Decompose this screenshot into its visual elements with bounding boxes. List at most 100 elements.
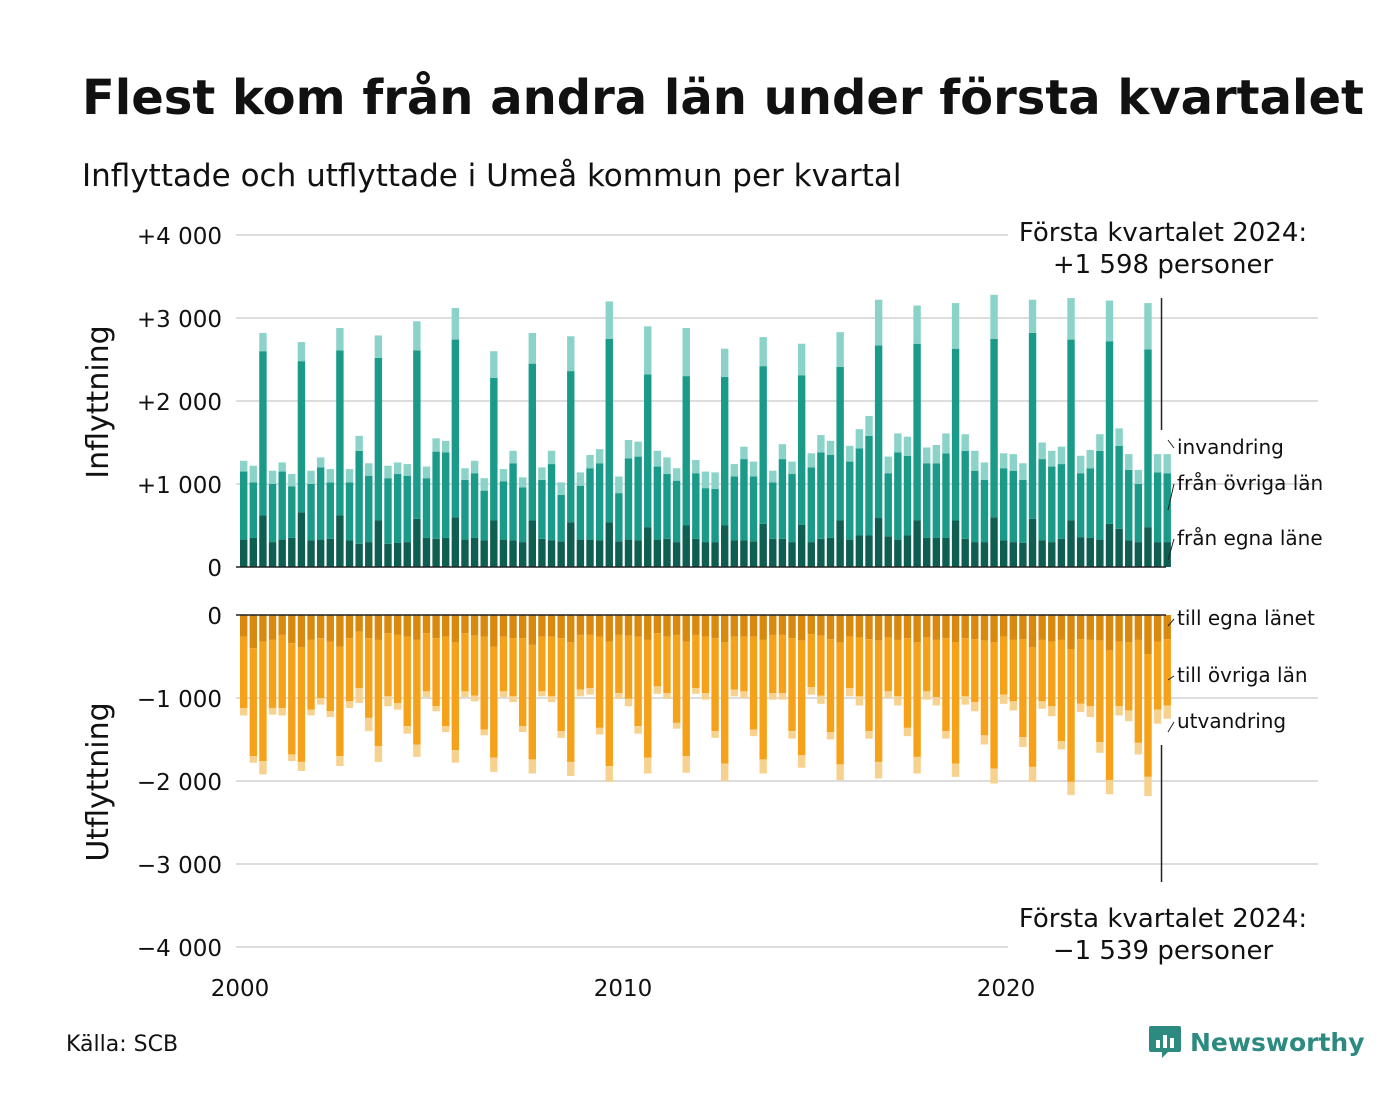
bar-inflow-2 [403,464,411,476]
bar-outflow-0 [624,615,633,636]
bar-outflow-1 [365,638,373,718]
bar-inflow-2 [1019,463,1027,480]
bar-inflow-2 [903,436,912,456]
bar-outflow-1 [624,635,633,699]
bar-inflow-2 [826,440,835,455]
bar-outflow-0 [576,615,585,635]
bar-inflow-0 [1009,542,1017,567]
bar-inflow-1 [740,459,748,541]
bar-inflow-1 [384,478,392,544]
bar-inflow-1 [316,467,325,540]
bar-outflow-1 [345,638,354,702]
bar-inflow-0 [971,542,979,567]
bar-outflow-1 [490,646,498,758]
y-tick-label: −2 000 [137,770,222,796]
bar-outflow-1 [499,636,508,692]
bar-outflow-0 [663,615,671,637]
bar-inflow-0 [990,517,998,567]
bar-outflow-0 [528,615,536,645]
bar-inflow-0 [509,540,517,567]
bar-outflow-0 [1105,615,1114,651]
chart-title: Flest kom från andra län under första kv… [82,70,1364,126]
bar-inflow-1 [1105,341,1114,524]
bar-inflow-1 [894,452,902,540]
bar-inflow-0 [894,539,902,567]
bar-outflow-2 [432,706,440,712]
bar-outflow-0 [259,615,267,642]
bar-outflow-2 [894,696,902,706]
bar-outflow-0 [913,615,921,643]
bar-outflow-1 [644,639,652,758]
bar-inflow-0 [1096,539,1104,567]
bar-outflow-2 [413,744,421,757]
bar-inflow-2 [480,478,488,491]
bar-inflow-2 [711,472,719,489]
bar-inflow-2 [422,466,431,479]
bar-inflow-2 [749,461,758,477]
bar-inflow-0 [374,520,383,567]
bar-outflow-0 [432,615,440,639]
bar-inflow-2 [663,457,671,475]
bar-outflow-1 [461,633,469,692]
bar-outflow-1 [615,634,623,694]
bar-inflow-2 [634,441,642,457]
bar-outflow-0 [1038,615,1046,640]
bar-outflow-1 [451,642,460,751]
bar-outflow-1 [1048,641,1056,707]
bar-outflow-1 [307,639,315,710]
bar-outflow-0 [884,615,892,638]
bar-inflow-0 [836,520,844,567]
bar-inflow-1 [470,473,479,538]
bar-outflow-1 [259,641,267,762]
outflow-bars [240,615,1171,796]
bar-inflow-1 [422,478,431,538]
bar-outflow-1 [942,638,950,732]
bar-inflow-0 [1115,528,1123,567]
bar-outflow-2 [653,686,662,694]
bar-outflow-2 [365,717,373,732]
bar-inflow-1 [913,343,921,521]
bar-inflow-0 [624,539,633,567]
bar-outflow-0 [826,615,835,640]
bar-outflow-1 [711,638,719,732]
bar-outflow-1 [721,642,729,764]
bar-outflow-1 [980,640,989,736]
bar-outflow-1 [1163,639,1171,706]
bar-outflow-2 [605,766,613,782]
bar-outflow-0 [990,615,998,643]
bar-inflow-0 [470,537,479,567]
bar-outflow-1 [884,637,892,692]
bar-inflow-2 [701,471,710,489]
bar-inflow-0 [711,542,719,567]
bar-outflow-0 [894,615,902,640]
bar-outflow-0 [903,615,912,639]
bar-inflow-1 [797,375,806,525]
bar-outflow-0 [653,615,662,634]
newsworthy-icon [1149,1026,1181,1058]
series-label-leader [1167,721,1175,733]
bar-outflow-0 [384,615,392,634]
bar-outflow-0 [1086,615,1094,640]
bar-inflow-1 [297,361,306,513]
bar-outflow-0 [605,615,613,642]
bar-outflow-0 [374,615,383,640]
x-tick-label: 2020 [977,976,1036,1002]
bar-inflow-0 [605,522,613,567]
bar-outflow-2 [692,688,700,694]
newsworthy-logo[interactable]: Newsworthy [1148,1024,1365,1060]
bar-outflow-1 [769,634,777,694]
y-tick-label: +1 000 [137,473,222,499]
bar-outflow-2 [538,691,546,697]
bar-outflow-0 [268,615,277,640]
bar-inflow-1 [759,366,767,524]
bar-inflow-1 [807,467,815,543]
bar-outflow-2 [1163,705,1171,719]
bar-outflow-2 [682,756,690,773]
bar-inflow-2 [759,337,767,367]
bar-inflow-1 [413,350,421,519]
annotation-bottom: Första kvartalet 2024: [1019,904,1307,934]
bar-inflow-2 [1057,446,1066,465]
bar-outflow-2 [326,711,334,718]
bar-inflow-0 [422,537,431,567]
bar-inflow-2 [316,457,325,468]
